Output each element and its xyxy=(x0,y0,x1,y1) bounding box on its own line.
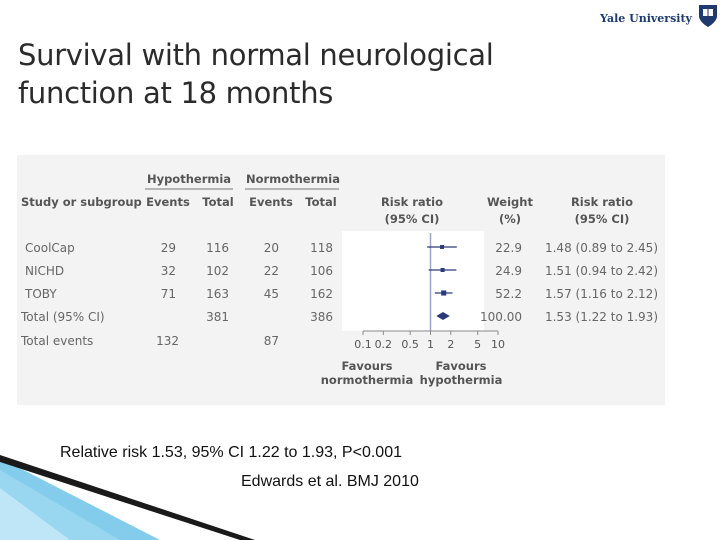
total-label: Total (95% CI) xyxy=(20,310,105,324)
weight-cell: 52.2 xyxy=(495,287,522,301)
normo-events-cell: 45 xyxy=(264,287,279,301)
normo-total-cell: 106 xyxy=(310,264,333,278)
header-hypothermia: Hypothermia xyxy=(147,172,231,186)
hypo-events-cell: 71 xyxy=(161,287,176,301)
total-events-row: Total events 132 87 xyxy=(20,334,279,348)
table-row: CoolCap 29 116 20 118 22.9 1.48 (0.89 to… xyxy=(25,241,658,255)
normo-total-cell: 118 xyxy=(310,241,333,255)
header-rr-text-line1: Risk ratio xyxy=(571,195,633,209)
rr-text-cell: 1.51 (0.94 to 2.42) xyxy=(545,264,658,278)
rr-text-total: 1.53 (1.22 to 1.93) xyxy=(545,310,658,324)
x-tick-label: 0.2 xyxy=(375,338,393,351)
rr-text-cell: 1.48 (0.89 to 2.45) xyxy=(545,241,658,255)
table-row: NICHD 32 102 22 106 24.9 1.51 (0.94 to 2… xyxy=(25,264,658,278)
header-weight-line2: (%) xyxy=(499,212,521,226)
slide-title-line1: Survival with normal neurological xyxy=(18,38,494,72)
weight-cell: 22.9 xyxy=(495,241,522,255)
forest-plot: Hypothermia Normothermia Study or subgro… xyxy=(20,172,658,387)
forest-plot-panel: Hypothermia Normothermia Study or subgro… xyxy=(17,155,665,405)
slide-title: Survival with normal neurological functi… xyxy=(18,36,578,112)
point-estimate-square xyxy=(440,268,445,272)
normo-events-sum: 87 xyxy=(264,334,279,348)
header-hypo-total: Total xyxy=(202,195,233,209)
logo-text: Yale University xyxy=(600,11,692,25)
caption-stats: Relative risk 1.53, 95% CI 1.22 to 1.93,… xyxy=(60,444,402,461)
total-row: Total (95% CI) 381 386 100.00 1.53 (1.22… xyxy=(20,310,658,324)
hypo-events-cell: 29 xyxy=(161,241,176,255)
plot-marks: 0.1 0.2 0.5 1 2 5 10 xyxy=(354,233,505,351)
rr-text-cell: 1.57 (1.16 to 2.12) xyxy=(545,287,658,301)
study-label: NICHD xyxy=(25,264,64,278)
hypo-total-cell: 163 xyxy=(206,287,229,301)
weight-cell: 24.9 xyxy=(495,264,522,278)
x-tick-label: 2 xyxy=(447,338,454,351)
total-events-label: Total events xyxy=(20,334,93,348)
point-estimate-square xyxy=(441,290,447,296)
header-normothermia: Normothermia xyxy=(246,172,340,186)
yale-logo: Yale University xyxy=(600,4,718,28)
normo-events-cell: 20 xyxy=(264,241,279,255)
caption-citation: Edwards et al. BMJ 2010 xyxy=(241,473,419,490)
favours-left-line2: normothermia xyxy=(321,373,413,387)
x-tick-label: 0.1 xyxy=(354,338,372,351)
hypo-total-sum: 381 xyxy=(206,310,229,324)
total-diamond xyxy=(436,312,450,320)
hypo-total-cell: 116 xyxy=(206,241,229,255)
slide-title-line2: function at 18 months xyxy=(18,76,334,110)
hypo-events-sum: 132 xyxy=(156,334,179,348)
favours-right-line1: Favours xyxy=(435,359,486,373)
point-estimate-square xyxy=(440,245,444,249)
header-hypo-events: Events xyxy=(146,195,190,209)
header-rr-plot-line2: (95% CI) xyxy=(385,212,440,226)
normo-total-cell: 162 xyxy=(310,287,333,301)
study-label: TOBY xyxy=(24,287,57,301)
x-tick-label: 1 xyxy=(427,338,434,351)
favours-left-line1: Favours xyxy=(341,359,392,373)
favours-right-line2: hypothermia xyxy=(420,373,503,387)
header-rr-text-line2: (95% CI) xyxy=(575,212,630,226)
x-tick-label: 0.5 xyxy=(401,338,419,351)
header-weight-line1: Weight xyxy=(487,195,533,209)
header-normo-total: Total xyxy=(305,195,336,209)
weight-total: 100.00 xyxy=(480,310,522,324)
table-row: TOBY 71 163 45 162 52.2 1.57 (1.16 to 2.… xyxy=(24,287,658,301)
header-rr-plot-line1: Risk ratio xyxy=(381,195,443,209)
shield-icon xyxy=(698,5,717,27)
header-study: Study or subgroup xyxy=(21,195,142,209)
x-tick-label: 10 xyxy=(491,338,505,351)
hypo-total-cell: 102 xyxy=(206,264,229,278)
plot-area xyxy=(342,231,484,331)
study-label: CoolCap xyxy=(25,241,75,255)
hypo-events-cell: 32 xyxy=(161,264,176,278)
normo-total-sum: 386 xyxy=(310,310,333,324)
normo-events-cell: 22 xyxy=(264,264,279,278)
x-tick-label: 5 xyxy=(474,338,481,351)
header-normo-events: Events xyxy=(249,195,293,209)
